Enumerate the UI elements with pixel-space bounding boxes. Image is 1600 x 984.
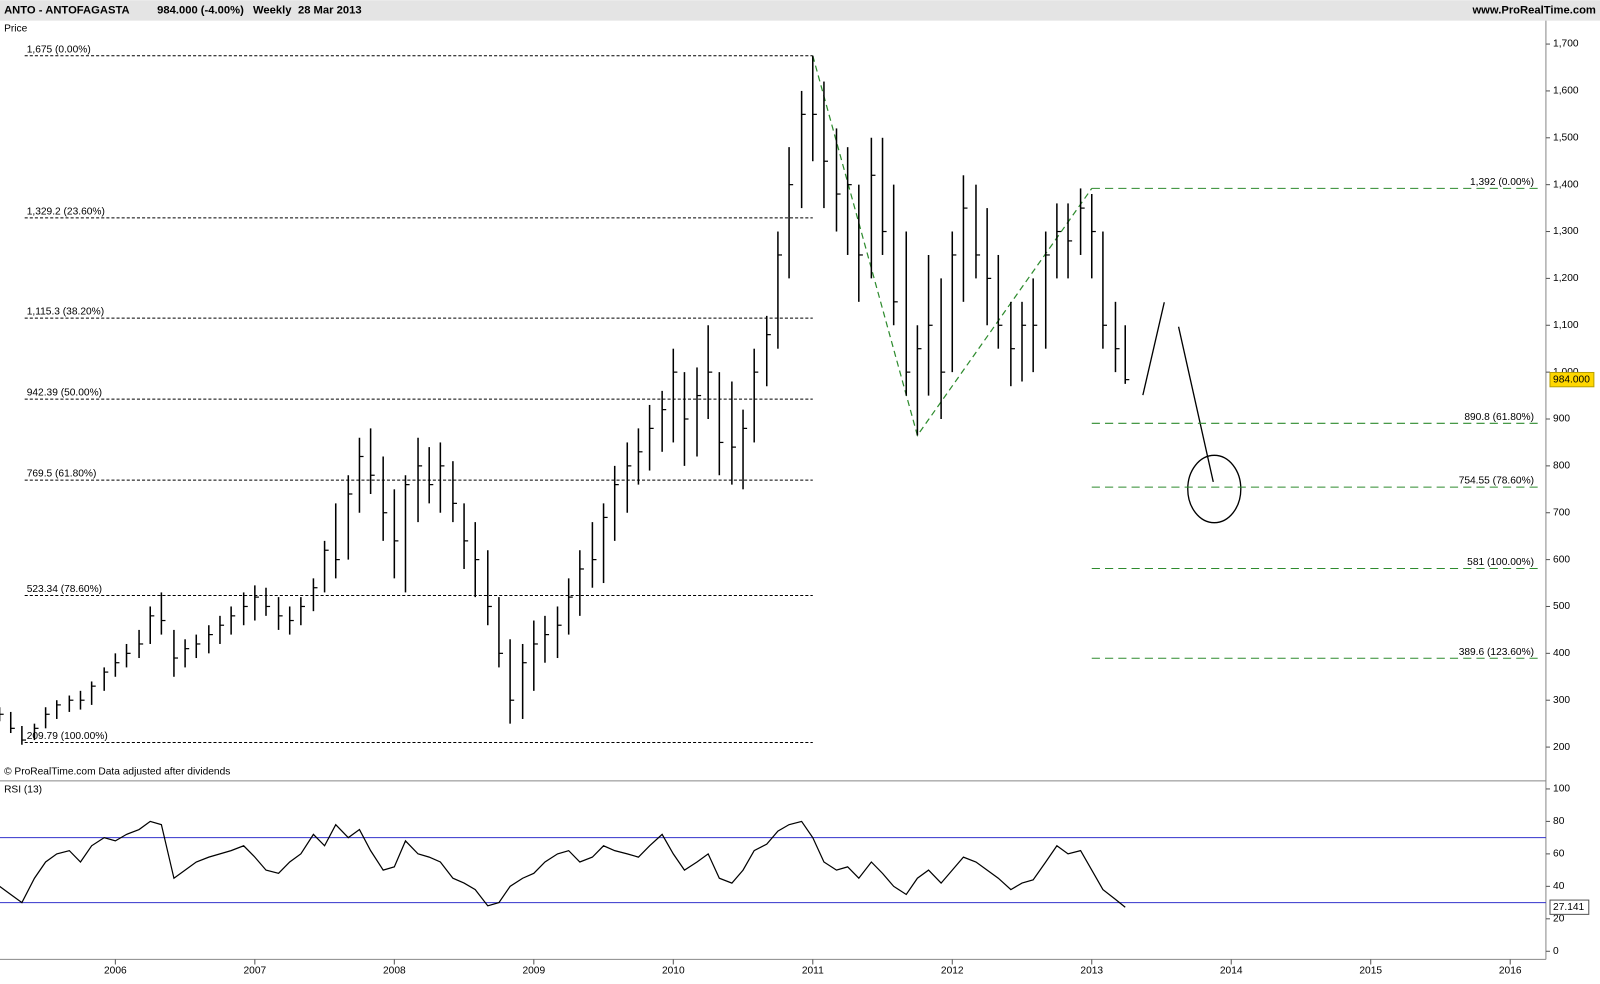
- y-tick-label: 1,400: [1553, 179, 1579, 190]
- y-tick-label: 40: [1553, 881, 1565, 892]
- y-tick-label: 60: [1553, 849, 1565, 860]
- fib-label: 769.5 (61.80%): [27, 469, 97, 480]
- fib-label: 581 (100.00%): [1467, 557, 1534, 568]
- footnote: © ProRealTime.com Data adjusted after di…: [4, 766, 230, 777]
- date: 28 Mar 2013: [298, 4, 362, 16]
- y-tick-label: 20: [1553, 914, 1565, 925]
- projection-line: [1177, 326, 1214, 482]
- x-tick-label: 2016: [1499, 965, 1522, 976]
- y-tick-label: 1,500: [1553, 132, 1579, 143]
- y-tick-label: 200: [1553, 742, 1570, 753]
- last-rsi: 27.141: [1553, 902, 1584, 913]
- zigzag: [812, 55, 1093, 437]
- fib-label: 523.34 (78.60%): [27, 584, 102, 595]
- projection-line: [1142, 302, 1165, 396]
- fib-label: 389.6 (123.60%): [1459, 647, 1534, 658]
- instrument: ANTO - ANTOFAGASTA: [4, 4, 129, 16]
- y-tick-label: 400: [1553, 648, 1570, 659]
- y-tick-label: 80: [1553, 816, 1565, 827]
- fib-label: 942.39 (50.00%): [27, 388, 102, 399]
- x-tick-label: 2012: [941, 965, 964, 976]
- source: www.ProRealTime.com: [1471, 4, 1595, 16]
- y-tick-label: 900: [1553, 414, 1570, 425]
- x-tick-label: 2011: [802, 965, 824, 976]
- x-tick-label: 2007: [244, 965, 267, 976]
- y-tick-label: 1,100: [1553, 320, 1579, 331]
- x-tick-label: 2009: [522, 965, 545, 976]
- fib-label: 1,675 (0.00%): [27, 44, 91, 55]
- rsi-line: [0, 820, 1126, 908]
- price-label: Price: [4, 23, 28, 34]
- last-rsi-box: [1549, 899, 1590, 915]
- rsi-label: RSI (13): [4, 785, 42, 796]
- y-tick-label: 100: [1553, 784, 1570, 795]
- y-tick-label: 500: [1553, 601, 1570, 612]
- fib-label: 1,115.3 (38.20%): [27, 307, 104, 318]
- fib-label: 209.79 (100.00%): [27, 731, 108, 742]
- x-tick-label: 2006: [104, 965, 127, 976]
- y-tick-label: 1,300: [1553, 226, 1579, 237]
- x-tick-label: 2014: [1220, 965, 1243, 976]
- x-tick-label: 2013: [1080, 965, 1103, 976]
- header-bar: [0, 0, 1600, 21]
- last-price-box: [1549, 371, 1595, 388]
- y-tick-label: 1,200: [1553, 273, 1579, 284]
- fib-label: 754.55 (78.60%): [1459, 476, 1534, 487]
- x-tick-label: 2008: [383, 965, 406, 976]
- y-tick-label: 0: [1553, 946, 1559, 957]
- x-tick-label: 2015: [1359, 965, 1382, 976]
- interval: Weekly: [253, 4, 292, 16]
- y-tick-label: 1,600: [1553, 86, 1579, 97]
- last-price: 984.000: [1553, 374, 1590, 385]
- x-tick-label: 2010: [662, 965, 685, 976]
- fib-label: 890.8 (61.80%): [1464, 412, 1534, 423]
- y-tick-label: 300: [1553, 695, 1570, 706]
- target-circle: [1187, 454, 1242, 524]
- fib-label: 1,392 (0.00%): [1470, 177, 1534, 188]
- y-tick-label: 1,700: [1553, 39, 1579, 50]
- y-tick-label: 600: [1553, 554, 1570, 565]
- last-change: 984.000 (-4.00%): [157, 4, 244, 16]
- y-tick-label: 700: [1553, 507, 1570, 518]
- y-tick-label: 800: [1553, 461, 1570, 472]
- fib-label: 1,329.2 (23.60%): [27, 206, 105, 217]
